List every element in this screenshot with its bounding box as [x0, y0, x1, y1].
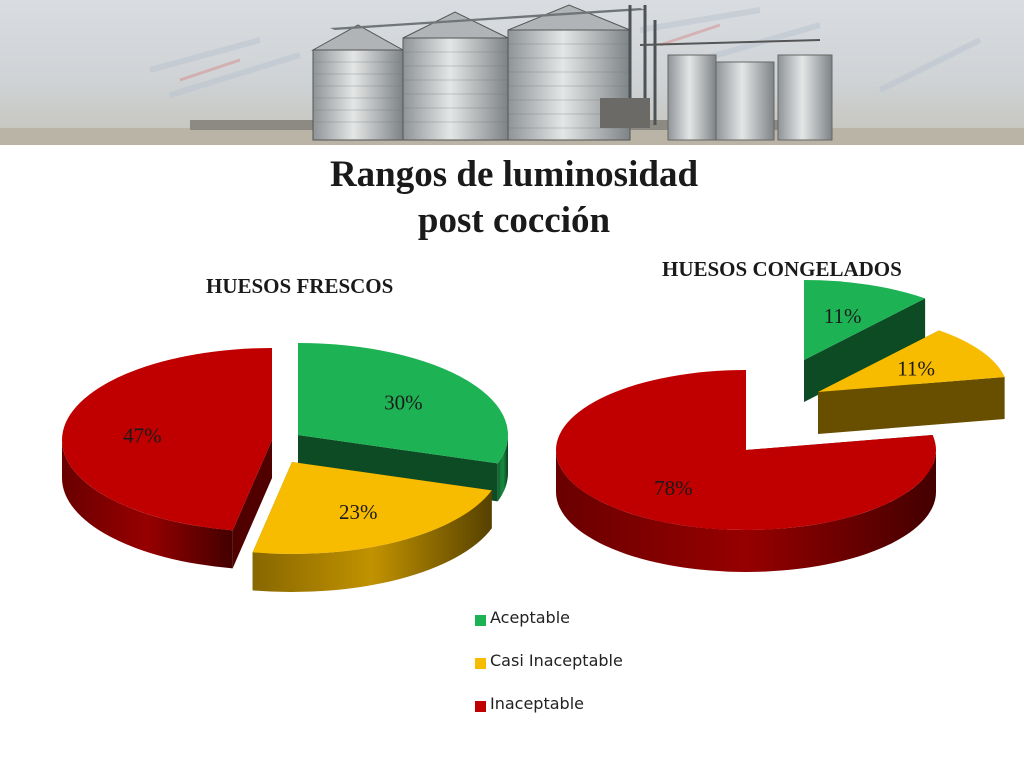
pie-slice-side-inaceptable [556, 450, 936, 572]
legend-swatch-casi-inaceptable [475, 658, 486, 669]
pie-slice-wall-inaceptable-0 [232, 440, 272, 569]
pie-slice-wall-aceptable-1 [804, 298, 926, 402]
chart-title-congelados: HUESOS CONGELADOS [662, 257, 902, 281]
pie-slice-side-inaceptable [62, 440, 233, 569]
legend-swatch-inaceptable [475, 701, 486, 712]
data-label-casi-inaceptable: 11% [897, 357, 935, 381]
slide-title: Rangos de luminosidad post cocción [0, 152, 1024, 244]
chart-title-frescos: HUESOS FRESCOS [206, 274, 394, 298]
data-label-inaceptable: 47% [123, 424, 162, 448]
data-label-casi-inaceptable: 23% [339, 500, 378, 524]
pie-slice-aceptable [804, 280, 926, 360]
pie-slice-aceptable [298, 343, 508, 464]
slide-title-line-2: post cocción [417, 200, 611, 241]
data-label-inaceptable: 78% [654, 476, 693, 500]
legend-label-casi-inaceptable: Casi Inaceptable [490, 651, 623, 670]
data-label-aceptable: 11% [824, 304, 862, 328]
grain-silos-illustration [0, 4, 1024, 145]
pie-chart-congelados: 11% 11% 78% [556, 280, 1005, 572]
pie-slice-inaceptable [62, 348, 273, 531]
slide-title-line-1: Rangos de luminosidad [329, 154, 699, 195]
pie-slice-wall-casi-inaceptable-1 [818, 377, 1005, 434]
pie-slice-inaceptable [556, 370, 936, 530]
pie-slice-casi-inaceptable [252, 462, 492, 554]
pie-slice-casi-inaceptable [818, 330, 1005, 392]
pie-slice-side-casi-inaceptable [252, 490, 492, 592]
legend-swatch-aceptable [475, 615, 486, 626]
legend-label-inaceptable: Inaceptable [490, 694, 584, 713]
data-label-aceptable: 30% [384, 390, 423, 414]
pie-slice-side-aceptable [497, 435, 508, 502]
pie-chart-frescos: 30% 23% 47% [62, 343, 508, 592]
header-banner-image [0, 0, 1024, 145]
legend-label-aceptable: Aceptable [490, 608, 570, 627]
